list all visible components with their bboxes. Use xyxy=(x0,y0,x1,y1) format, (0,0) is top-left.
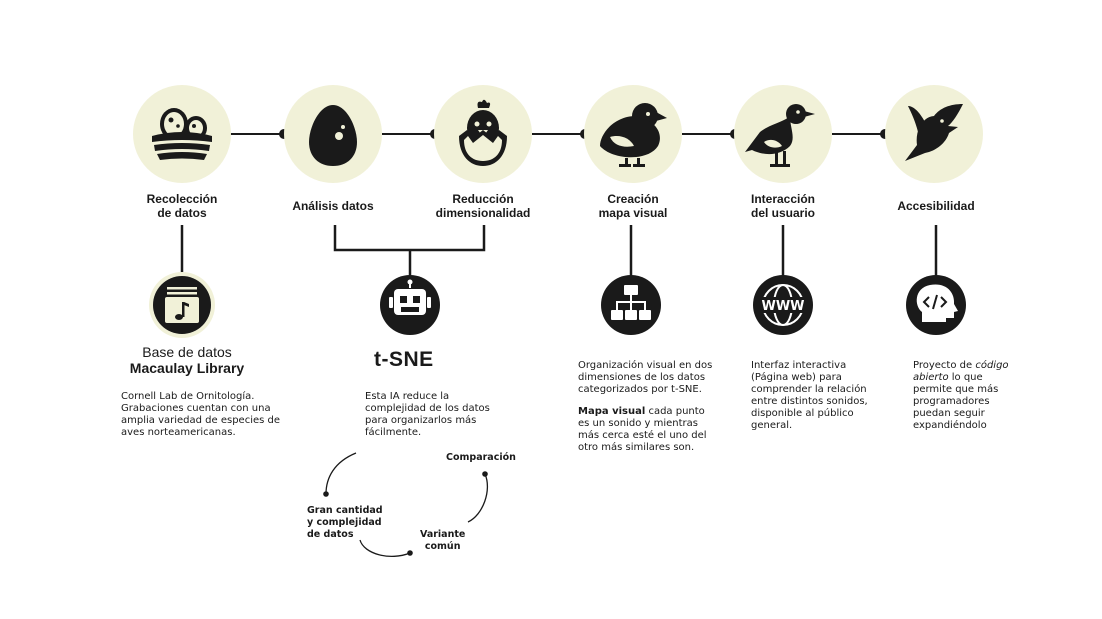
stage-label-6: Accesibilidad xyxy=(897,199,975,213)
map-text-2: Mapa visual cada punto es un sonido y mi… xyxy=(578,406,716,454)
stage-label-1: Recolección de datos xyxy=(146,192,218,220)
cycle-label-comparison: Comparación xyxy=(446,452,516,463)
music-file-icon xyxy=(149,272,215,338)
seagull-icon xyxy=(745,104,815,167)
map-text-2-rest: cada punto es un sonido y mientras más c… xyxy=(578,406,707,453)
cycle-arrow xyxy=(359,539,411,557)
opensource-post: lo que permite que más programadores pue… xyxy=(913,372,999,431)
egg-icon xyxy=(309,105,357,166)
map-text-1: Organización visual en dos dimensiones d… xyxy=(578,360,713,395)
opensource-italic: código abierto xyxy=(913,360,1009,383)
cycle-arrow-dot xyxy=(407,550,413,556)
opensource-pre: Proyecto de xyxy=(913,360,976,371)
database-label: Base de datos xyxy=(142,344,232,360)
bird-nest-icon xyxy=(152,108,212,160)
stage-label-4: Creación mapa visual xyxy=(598,192,668,220)
tsne-description: Esta IA reduce la complejidad de los dat… xyxy=(365,391,490,438)
cycle-arrow-dot xyxy=(323,491,329,497)
cycle-arrow-dot xyxy=(482,471,488,477)
hatching-chick-icon xyxy=(459,99,507,166)
map-bold: Mapa visual xyxy=(578,406,646,417)
map-description: Organización visual en dos dimensiones d… xyxy=(578,360,716,464)
stage-label-5: Interacción del usuario xyxy=(750,192,816,220)
cycle-arrow xyxy=(325,452,357,495)
www-globe-icon: WWW xyxy=(753,275,813,335)
database-description: Cornell Lab de Ornitología. Grabaciones … xyxy=(121,391,281,438)
svg-text:WWW: WWW xyxy=(761,299,804,314)
cycle-label-variant: Variante común xyxy=(420,529,466,552)
database-name: Macaulay Library xyxy=(129,360,245,376)
stage-label-3: Reducción dimensionalidad xyxy=(435,192,531,220)
sitemap-icon xyxy=(601,275,661,335)
chick-icon xyxy=(600,103,667,167)
flying-bird-icon xyxy=(905,104,963,161)
robot-icon xyxy=(380,275,440,335)
stage-label-2: Análisis datos xyxy=(292,199,374,213)
tsne-title: t-SNE xyxy=(374,348,434,371)
web-description: Interfaz interactiva (Página web) para c… xyxy=(751,360,868,431)
opensource-description: Proyecto de código abierto lo que permit… xyxy=(913,360,1013,432)
cycle-arrow xyxy=(467,473,489,523)
bracket-line xyxy=(333,225,486,252)
cycle-diagram xyxy=(325,452,489,557)
code-head-icon xyxy=(906,275,966,335)
cycle-label-data: Gran cantidad y complejidad de datos xyxy=(307,505,383,540)
